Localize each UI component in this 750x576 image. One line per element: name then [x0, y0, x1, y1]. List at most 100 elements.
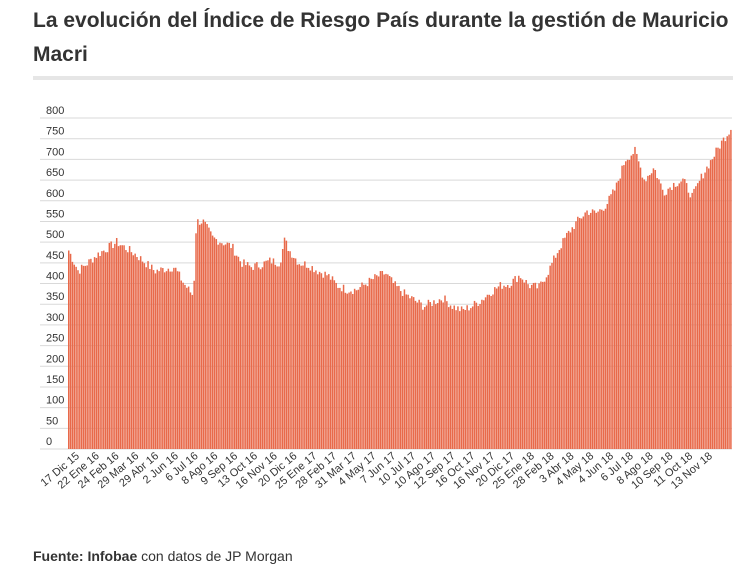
bar — [206, 224, 208, 449]
bar — [630, 155, 633, 449]
bar — [101, 251, 103, 449]
bar — [711, 159, 714, 449]
bar — [586, 210, 588, 449]
bar — [438, 299, 441, 449]
bar — [211, 235, 214, 449]
bar — [136, 257, 138, 449]
bar — [667, 188, 669, 449]
bar — [263, 261, 265, 449]
bar — [521, 279, 524, 449]
bar — [256, 262, 258, 449]
bar — [298, 264, 301, 449]
bar — [719, 148, 721, 450]
y-tick-label: 800 — [46, 105, 64, 117]
bar — [617, 180, 620, 449]
bar — [151, 264, 153, 449]
bar — [484, 297, 487, 449]
bar — [444, 295, 446, 449]
bars-series — [68, 129, 732, 450]
bar — [525, 280, 527, 449]
bar — [106, 252, 109, 449]
bar — [280, 262, 282, 449]
bar — [257, 267, 260, 449]
bar — [530, 284, 533, 449]
bar — [704, 172, 706, 449]
bar — [305, 267, 308, 449]
bar — [278, 266, 280, 449]
bar — [339, 287, 341, 449]
bar — [411, 296, 413, 449]
bar — [202, 219, 205, 449]
bar — [724, 141, 727, 449]
bar — [519, 278, 522, 449]
bar — [405, 294, 408, 449]
bar — [462, 308, 465, 449]
bar — [625, 161, 627, 450]
bar — [641, 177, 644, 449]
bar — [649, 175, 651, 449]
y-axis-tick-labels: 0 50 100 150 200 250 300 350 400 450 500 550 600 650 7… — [46, 105, 64, 448]
bar — [663, 195, 666, 449]
bar — [197, 219, 199, 449]
y-tick-label: 150 — [46, 374, 64, 386]
bar — [538, 283, 540, 449]
bar — [331, 276, 334, 449]
bar — [333, 280, 336, 449]
bar — [370, 278, 372, 449]
bar — [363, 284, 365, 449]
y-tick-label: 450 — [46, 250, 64, 262]
bar — [296, 264, 299, 449]
bar — [696, 183, 699, 449]
bar — [669, 187, 671, 449]
bar — [564, 237, 566, 449]
bar — [654, 169, 657, 449]
bar — [401, 295, 404, 449]
bar — [348, 292, 350, 449]
bar — [381, 270, 384, 449]
bar — [307, 267, 310, 449]
bar — [355, 290, 358, 449]
bar — [245, 265, 247, 449]
bar — [473, 300, 476, 449]
bar — [661, 189, 664, 449]
bar — [198, 224, 201, 449]
bar — [117, 246, 120, 449]
bar — [200, 223, 203, 449]
bar — [534, 282, 537, 449]
bar — [556, 253, 559, 449]
bar — [455, 310, 457, 449]
bar — [285, 240, 288, 449]
bar — [86, 265, 88, 449]
bar — [459, 311, 461, 449]
bar — [575, 221, 577, 449]
bar — [195, 233, 197, 449]
bar — [656, 177, 658, 449]
bar — [302, 265, 304, 449]
bar — [626, 159, 629, 449]
bar — [643, 179, 645, 449]
bar — [660, 183, 662, 449]
bar — [313, 272, 315, 449]
bar — [425, 305, 428, 449]
bar — [385, 273, 387, 449]
bar — [508, 287, 511, 449]
bar — [167, 268, 170, 449]
bar — [606, 203, 609, 449]
bar — [400, 291, 402, 449]
bar — [342, 284, 345, 449]
bar — [436, 303, 439, 449]
bar — [121, 245, 123, 449]
bar — [595, 212, 597, 449]
bar — [283, 237, 286, 449]
bar — [353, 288, 356, 449]
bar — [412, 297, 415, 449]
bar — [571, 227, 574, 449]
y-tick-label: 700 — [46, 146, 64, 158]
bar — [542, 281, 544, 449]
bar — [235, 255, 238, 449]
bar — [99, 255, 101, 449]
bar — [495, 288, 498, 449]
bar — [377, 276, 380, 449]
bar — [706, 166, 708, 449]
bar — [717, 147, 719, 450]
